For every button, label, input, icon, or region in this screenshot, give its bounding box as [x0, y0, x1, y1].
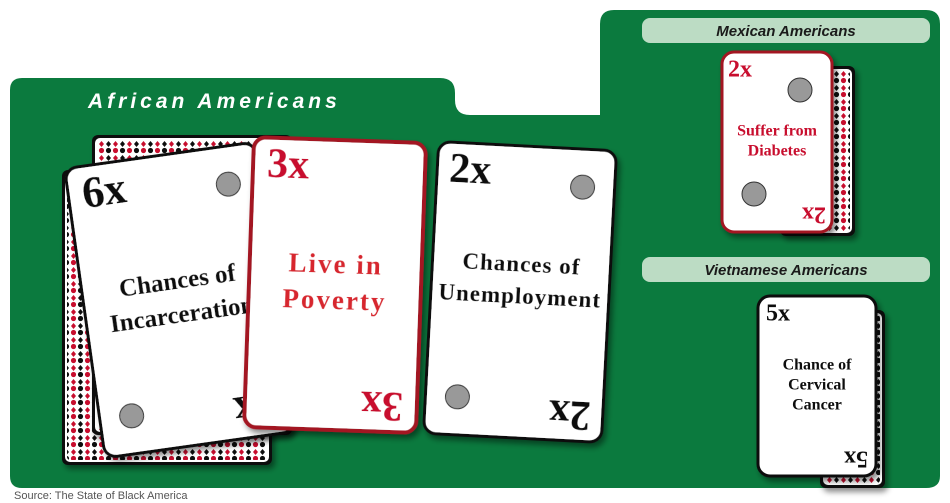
card-corner: 5x: [844, 446, 868, 472]
card-multiplier: 2x: [728, 56, 752, 82]
card-icon: [742, 182, 766, 206]
card-multiplier-inverted: 2x: [802, 202, 826, 228]
card-multiplier: 6x: [79, 163, 129, 218]
card-label: Chance of: [783, 357, 853, 374]
card-multiplier-inverted: 3x: [360, 381, 404, 428]
card-multiplier: 2x: [448, 146, 492, 194]
card-multiplier: 5x: [766, 300, 790, 326]
card-corner: 2x: [802, 202, 826, 228]
card: 5x 5x Chance of Cervical Cancer: [758, 296, 876, 476]
card-label: Suffer from: [737, 123, 818, 140]
card-label: Cancer: [792, 397, 842, 414]
card-label: Diabetes: [748, 143, 807, 160]
card-label: Live in: [288, 248, 383, 281]
card-corner: 3x: [360, 381, 404, 428]
card-icon: [570, 175, 595, 200]
card-multiplier-inverted: 2x: [548, 390, 592, 438]
panel-title: Vietnamese Americans: [704, 262, 867, 279]
card: 2x 2x Suffer from Diabetes: [722, 52, 832, 232]
card-multiplier-inverted: 5x: [844, 446, 868, 472]
card-label: Poverty: [282, 283, 387, 317]
card-icon: [445, 384, 470, 409]
source-note: Source: The State of Black America: [14, 490, 188, 502]
panel-title: Mexican Americans: [716, 23, 856, 40]
page: {"panels": [ {"title": "African American…: [0, 0, 950, 503]
card-label: Cervical: [788, 377, 846, 394]
card-multiplier: 3x: [266, 141, 310, 188]
panel-title: African Americans: [87, 90, 341, 113]
card-icon: [788, 78, 812, 102]
infographic: African Americans Mexican Americans Viet…: [0, 0, 950, 503]
card-corner: 2x: [548, 390, 592, 438]
